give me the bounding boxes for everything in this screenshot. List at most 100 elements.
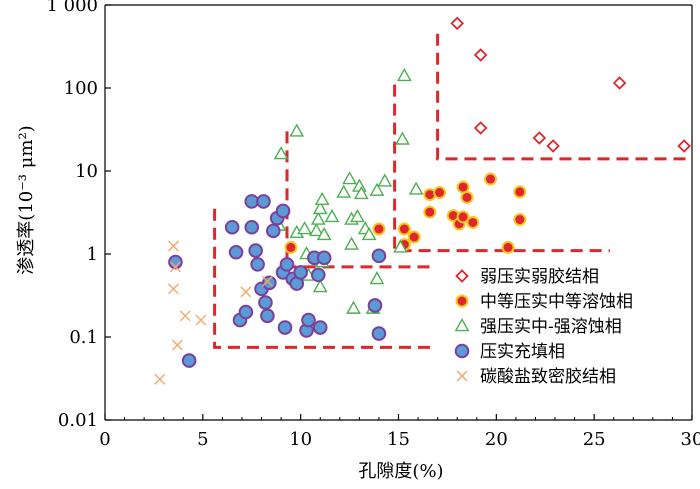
x-ticks: 0 5 10 15 20 25 30 bbox=[99, 414, 700, 450]
x-marker-stroke bbox=[167, 283, 179, 295]
data-point bbox=[228, 244, 244, 260]
data-point bbox=[310, 211, 326, 225]
data-point bbox=[248, 243, 263, 258]
data-point bbox=[244, 194, 260, 209]
data-point bbox=[433, 186, 447, 200]
data-point bbox=[316, 226, 332, 241]
data-point bbox=[260, 308, 275, 324]
legend-label: 弱压实弱胶结相 bbox=[480, 267, 599, 287]
data-point bbox=[407, 230, 421, 244]
facies-boundary-line bbox=[213, 208, 432, 349]
data-point bbox=[167, 240, 179, 252]
x-axis-title: 孔隙度(%) bbox=[358, 461, 443, 482]
data-point bbox=[316, 250, 332, 266]
y-axis-title: 渗透率(10⁻³ μm²) bbox=[16, 125, 37, 274]
data-point bbox=[275, 203, 291, 219]
data-point bbox=[369, 271, 385, 285]
x-marker-stroke bbox=[171, 339, 183, 351]
data-point bbox=[460, 190, 474, 204]
data-point bbox=[238, 304, 254, 320]
data-point bbox=[546, 139, 560, 153]
data-point bbox=[456, 210, 470, 224]
x-marker-stroke bbox=[169, 261, 181, 273]
data-point bbox=[256, 194, 271, 209]
facies-boundary-line bbox=[436, 33, 692, 161]
x-tick-label: 0 bbox=[99, 429, 110, 450]
legend-marker bbox=[456, 370, 468, 382]
y-tick-label: 0.1 bbox=[69, 327, 98, 348]
data-point bbox=[473, 48, 488, 62]
series-4 bbox=[168, 194, 387, 368]
data-point bbox=[244, 219, 260, 235]
data-point bbox=[353, 185, 369, 200]
legend-marker bbox=[454, 318, 470, 332]
data-point bbox=[279, 257, 295, 272]
facies-boundary-line bbox=[393, 84, 610, 253]
data-point bbox=[483, 172, 497, 186]
data-point bbox=[677, 139, 691, 153]
data-point bbox=[273, 146, 289, 160]
data-point bbox=[258, 295, 273, 310]
data-point bbox=[240, 286, 252, 298]
data-point bbox=[367, 298, 383, 313]
data-point bbox=[473, 121, 488, 135]
x-marker-stroke bbox=[154, 373, 166, 385]
series-5 bbox=[154, 240, 273, 385]
x-tick-label: 15 bbox=[387, 429, 410, 450]
data-point bbox=[261, 275, 273, 287]
data-point bbox=[532, 131, 547, 145]
data-point bbox=[169, 261, 181, 273]
data-point bbox=[179, 310, 191, 322]
data-points bbox=[154, 16, 691, 385]
data-point bbox=[361, 226, 377, 241]
data-point bbox=[450, 16, 464, 31]
data-point bbox=[397, 222, 411, 236]
y-ticks: 0.01 0.1 1 10 100 1 000 bbox=[46, 0, 111, 431]
data-point bbox=[408, 181, 424, 195]
x-tick-label: 20 bbox=[485, 429, 508, 450]
data-point bbox=[513, 213, 527, 227]
data-point bbox=[377, 173, 393, 187]
data-point bbox=[312, 279, 328, 293]
x-marker-stroke bbox=[195, 314, 207, 326]
legend-item: 碳酸盐致密胶结相 bbox=[456, 367, 616, 387]
data-point bbox=[423, 205, 437, 219]
legend-marker bbox=[455, 269, 469, 283]
data-point bbox=[224, 219, 240, 235]
data-point bbox=[395, 131, 410, 145]
data-point bbox=[456, 180, 470, 194]
y-tick-label: 0.01 bbox=[58, 410, 98, 431]
y-tick-label: 100 bbox=[64, 78, 98, 99]
legend-label: 强压实中-强溶蚀相 bbox=[480, 317, 622, 337]
data-point bbox=[346, 300, 361, 314]
data-point bbox=[250, 257, 265, 272]
legend-label: 碳酸盐致密胶结相 bbox=[480, 367, 616, 387]
data-point bbox=[350, 208, 365, 223]
data-point bbox=[397, 67, 412, 82]
x-tick-label: 30 bbox=[681, 429, 700, 450]
x-marker-stroke bbox=[179, 310, 191, 322]
legend-item: 中等压实中等溶蚀相 bbox=[455, 292, 633, 312]
data-point bbox=[195, 314, 207, 326]
data-point bbox=[513, 185, 527, 199]
y-tick-label: 1 000 bbox=[46, 0, 98, 16]
data-point bbox=[171, 339, 183, 351]
data-point bbox=[297, 221, 312, 235]
legend-item: 强压实中-强溶蚀相 bbox=[454, 317, 622, 337]
data-point bbox=[336, 184, 352, 198]
data-point bbox=[181, 353, 197, 368]
data-point bbox=[310, 267, 326, 283]
data-point bbox=[312, 200, 328, 215]
data-point bbox=[265, 223, 281, 239]
data-point bbox=[324, 208, 340, 223]
legend-label: 中等压实中等溶蚀相 bbox=[480, 292, 633, 312]
data-point bbox=[466, 215, 480, 229]
legend-marker bbox=[454, 343, 470, 359]
data-point bbox=[372, 222, 386, 236]
data-point bbox=[371, 326, 387, 341]
data-point bbox=[154, 373, 166, 385]
data-point bbox=[293, 265, 308, 280]
y-tick-label: 10 bbox=[75, 161, 98, 182]
